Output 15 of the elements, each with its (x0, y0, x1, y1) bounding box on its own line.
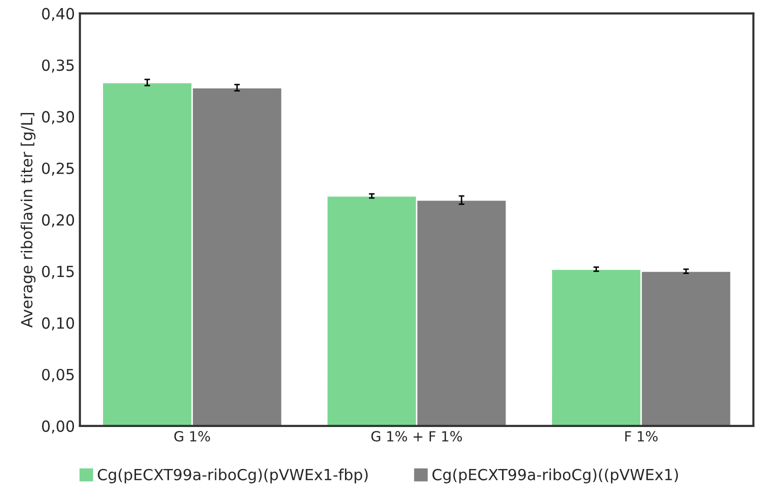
y-tick-label: 0,10 (42, 317, 74, 330)
y-axis-title: Average riboflavin titer [g/L] (20, 112, 36, 328)
y-tick-label: 0,20 (42, 214, 74, 228)
y-tick-label: 0,05 (42, 368, 74, 382)
y-tick-label: 0,35 (42, 59, 74, 73)
y-tick-label: 0,25 (42, 162, 74, 176)
x-tick-label: G 1% + F 1% (371, 431, 462, 442)
legend-label: Cg(pECXT99a-riboCg)((pVWEx1) (432, 468, 678, 484)
y-tick-label: 0,15 (42, 266, 74, 279)
y-tick-label: 0,40 (42, 8, 74, 21)
y-tick-label: 0,00 (42, 420, 74, 434)
x-tick-label: F 1% (625, 431, 658, 442)
y-tick-label: 0,30 (42, 111, 74, 124)
x-tick-label: G 1% (174, 431, 210, 442)
legend-label: Cg(pECXT99a-riboCg)(pVWEx1-fbp) (98, 468, 368, 484)
